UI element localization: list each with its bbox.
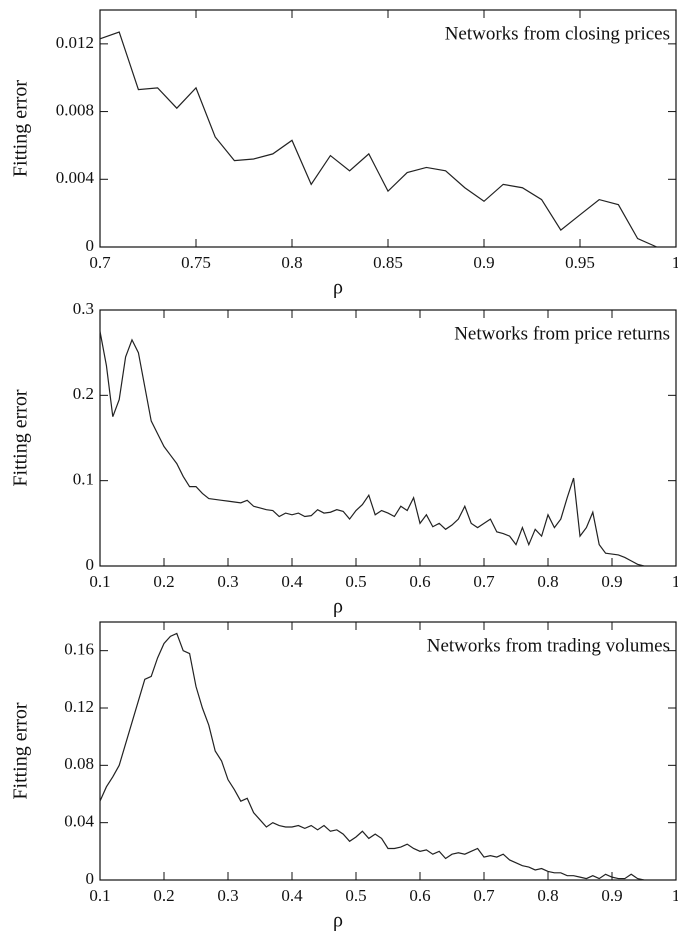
annotation: Networks from closing prices: [445, 23, 670, 44]
y-tick-label: 0: [86, 555, 95, 574]
x-axis-label: ρ: [333, 277, 343, 299]
y-tick-label: 0.004: [56, 168, 95, 187]
y-tick-label: 0.16: [64, 640, 94, 659]
x-tick-label: 0.8: [281, 253, 302, 272]
x-tick-label: 0.9: [601, 572, 622, 591]
x-tick-label: 0.3: [217, 572, 238, 591]
x-tick-label: 0.5: [345, 886, 366, 905]
x-tick-label: 0.9: [473, 253, 494, 272]
x-tick-label: 0.2: [153, 886, 174, 905]
x-tick-label: 0.3: [217, 886, 238, 905]
x-axis-label: ρ: [333, 596, 343, 618]
plot-frame: [99, 9, 677, 248]
y-tick-label: 0.3: [73, 299, 94, 318]
x-tick-label: 0.1: [89, 572, 110, 591]
x-tick-label: 0.7: [473, 886, 495, 905]
annotation: Networks from trading volumes: [427, 635, 670, 656]
y-tick-label: 0.1: [73, 470, 94, 489]
y-tick-label: 0.08: [64, 754, 94, 773]
x-tick-label: 0.9: [601, 886, 622, 905]
x-tick-label: 0.1: [89, 886, 110, 905]
y-axis-label: Fitting error: [10, 389, 32, 487]
y-axis-label: Fitting error: [10, 80, 32, 178]
y-tick-label: 0.04: [64, 812, 94, 831]
plot-frame: [99, 621, 677, 881]
x-tick-label: 0.2: [153, 572, 174, 591]
x-tick-label: 1: [672, 886, 678, 905]
x-tick-label: 0.4: [281, 886, 303, 905]
y-tick-label: 0.012: [56, 33, 94, 52]
x-tick-label: 0.75: [181, 253, 211, 272]
x-tick-label: 0.5: [345, 572, 366, 591]
data-line: [99, 31, 658, 248]
y-tick-label: 0.008: [56, 100, 94, 119]
data-line: [99, 632, 645, 881]
y-axis-label: Fitting error: [10, 702, 32, 800]
x-tick-label: 0.95: [565, 253, 595, 272]
x-tick-label: 0.6: [409, 572, 430, 591]
x-tick-label: 0.6: [409, 886, 430, 905]
x-tick-label: 1: [672, 572, 678, 591]
x-tick-label: 0.4: [281, 572, 303, 591]
x-tick-label: 0.7: [473, 572, 495, 591]
x-tick-label: 0.7: [89, 253, 111, 272]
x-axis-label: ρ: [333, 910, 343, 932]
data-line: [99, 331, 645, 567]
plot-frame: [99, 309, 677, 567]
y-tick-label: 0: [86, 236, 95, 255]
y-tick-label: 0: [86, 869, 95, 888]
x-tick-label: 0.8: [537, 572, 558, 591]
y-tick-label: 0.2: [73, 384, 94, 403]
x-tick-label: 0.8: [537, 886, 558, 905]
x-tick-label: 1: [672, 253, 678, 272]
x-tick-label: 0.85: [373, 253, 403, 272]
annotation: Networks from price returns: [454, 323, 670, 344]
y-tick-label: 0.12: [64, 697, 94, 716]
